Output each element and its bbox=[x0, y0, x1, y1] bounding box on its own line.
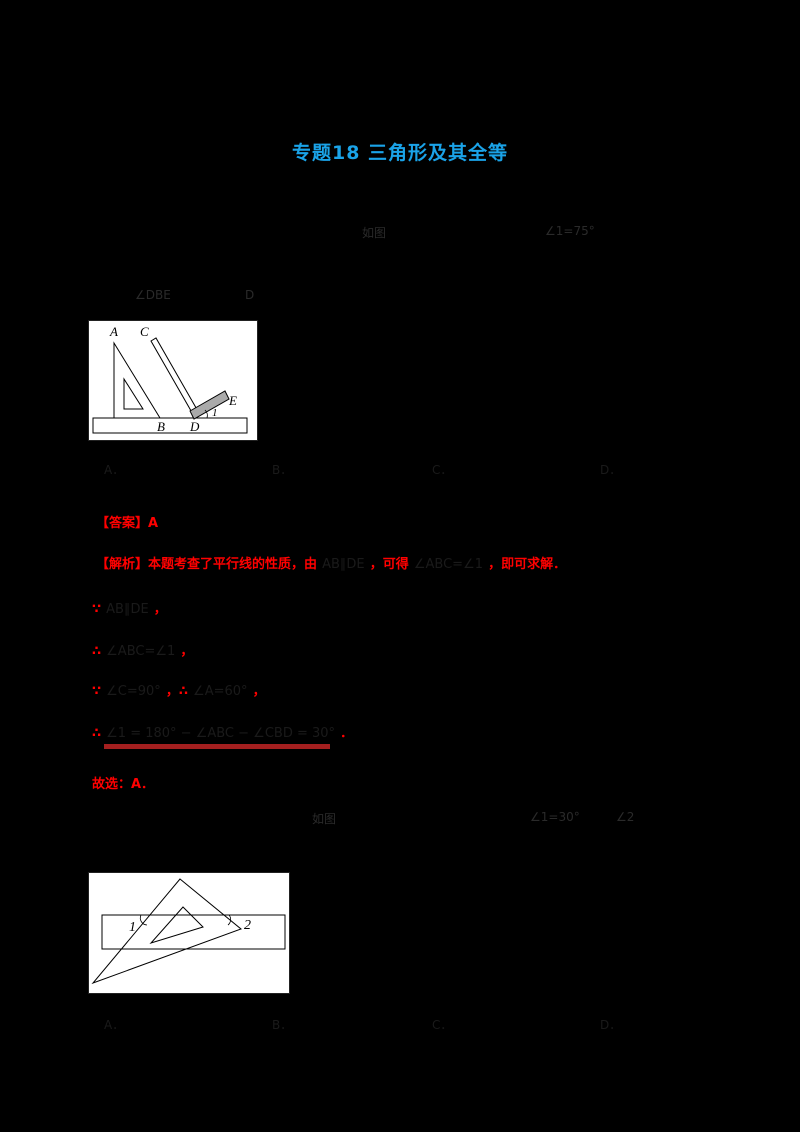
step-expression: AB∥DE bbox=[106, 602, 149, 617]
solution-step: ∵ ∠C=90° ，∴ ∠A=60° ， bbox=[92, 680, 266, 699]
question1-option-a[interactable]: A． bbox=[104, 463, 125, 477]
document-title: 专题18 三角形及其全等 bbox=[291, 142, 509, 164]
question2-option-c[interactable]: C． bbox=[432, 1018, 453, 1032]
step-punct: ， bbox=[252, 684, 266, 699]
question1-option-b[interactable]: B． bbox=[272, 463, 293, 477]
step-expression: ∠C=90° bbox=[106, 684, 161, 699]
solution-step: ∴ ∠1 = 180° − ∠ABC − ∠CBD = 30° ． bbox=[92, 722, 353, 741]
label-b: B bbox=[157, 419, 165, 434]
question2-stem-fragment: ∠1=30° bbox=[530, 810, 580, 824]
therefore-symbol: ∴ bbox=[92, 726, 102, 741]
analysis-mid-1: ，可得 bbox=[369, 557, 409, 572]
label-d: D bbox=[189, 419, 200, 434]
step-punct: ，∴ bbox=[165, 684, 188, 699]
step-punct: ， bbox=[180, 644, 194, 659]
question1-option-d[interactable]: D． bbox=[600, 463, 622, 477]
question1-figure: A C E 1 B D bbox=[88, 320, 258, 441]
solution-step: ∵ AB∥DE ， bbox=[92, 598, 167, 617]
analysis-math-1: AB∥DE bbox=[322, 557, 365, 572]
label-angle-1: 1 bbox=[129, 920, 136, 935]
question2-figure: 1 2 bbox=[88, 872, 290, 994]
set-square-ruler-diagram: 1 2 bbox=[91, 878, 286, 985]
answer-label: 【答案】A bbox=[96, 516, 159, 531]
question1-stem-fragment: ∠DBE bbox=[135, 288, 171, 302]
conclusion: 故选：A． bbox=[92, 777, 155, 792]
question1-stem-fragment: ∠1=75° bbox=[545, 224, 595, 238]
step-expression: ∠1 = 180° − ∠ABC − ∠CBD = 30° bbox=[106, 726, 336, 741]
solution-step: ∴ ∠ABC=∠1 ， bbox=[92, 640, 193, 659]
analysis-prefix: 【解析】本题考查了平行线的性质，由 bbox=[96, 557, 318, 572]
label-angle-2: 2 bbox=[244, 918, 251, 933]
therefore-symbol: ∴ bbox=[92, 644, 102, 659]
question1-stem-fragment: 如图 bbox=[362, 226, 387, 240]
analysis-mid-2: ，即可求解． bbox=[488, 557, 567, 572]
label-a: A bbox=[109, 324, 118, 339]
step-underline bbox=[104, 744, 330, 749]
label-e: E bbox=[228, 393, 237, 408]
question2-option-d[interactable]: D． bbox=[600, 1018, 622, 1032]
step-punct: ． bbox=[340, 726, 354, 741]
question2-stem-fragment: ∠2 bbox=[616, 810, 635, 824]
step-punct: ， bbox=[153, 602, 167, 617]
question2-option-a[interactable]: A． bbox=[104, 1018, 125, 1032]
step-expression: ∠A=60° bbox=[193, 684, 248, 699]
question1-option-c[interactable]: C． bbox=[432, 463, 453, 477]
question2-option-b[interactable]: B． bbox=[272, 1018, 293, 1032]
analysis-line: 【解析】本题考查了平行线的性质，由 AB∥DE ，可得 ∠ABC=∠1 ，即可求… bbox=[96, 553, 566, 572]
analysis-math-2: ∠ABC=∠1 bbox=[413, 557, 483, 572]
because-symbol: ∵ bbox=[92, 684, 102, 699]
label-angle-1: 1 bbox=[212, 407, 218, 419]
because-symbol: ∵ bbox=[92, 602, 102, 617]
triangle-ruler-diagram: A C E 1 B D bbox=[92, 324, 248, 434]
question1-stem-fragment: D bbox=[245, 288, 255, 302]
question2-stem-fragment: 如图 bbox=[312, 812, 337, 826]
step-expression: ∠ABC=∠1 bbox=[106, 644, 176, 659]
label-c: C bbox=[140, 324, 149, 339]
